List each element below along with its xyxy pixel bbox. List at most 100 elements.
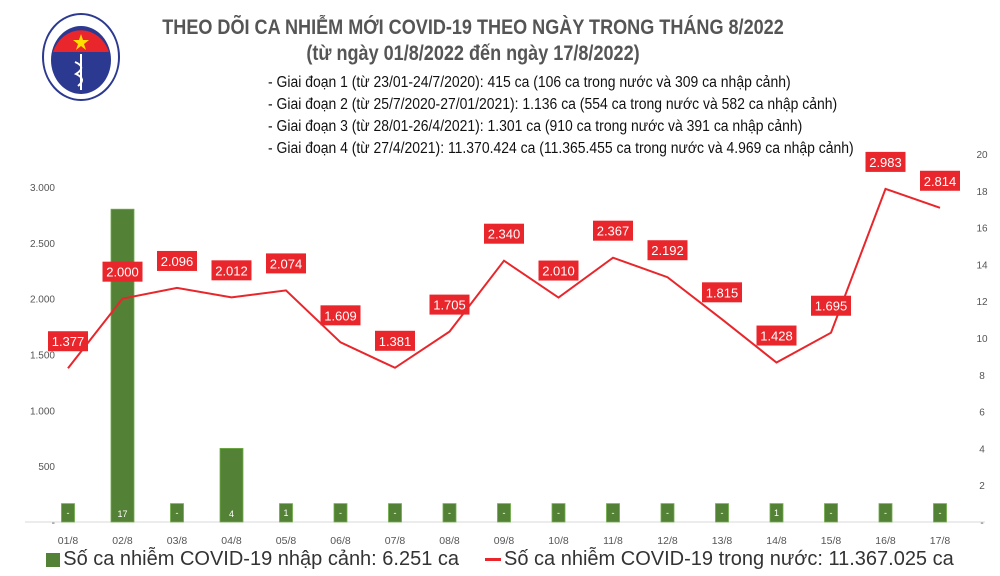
bar-label: - (721, 508, 724, 518)
x-tick-label: 02/8 (112, 535, 133, 547)
bar (333, 503, 348, 523)
data-label-box (102, 261, 143, 282)
x-tick-label: 14/8 (766, 535, 787, 547)
x-tick-label: 08/8 (439, 535, 460, 547)
y-left-tick-label: 500 (38, 462, 55, 473)
y-right-tick-label: 2 (979, 481, 985, 492)
bar-label: - (884, 508, 887, 518)
y-right-tick-label: 18 (976, 187, 988, 198)
data-label-box (429, 294, 470, 315)
data-label-box (920, 170, 960, 191)
x-tick-label: 06/8 (330, 535, 351, 547)
y-right-tick-label: 4 (979, 444, 985, 455)
legend-bar-label: Số ca nhiễm COVID-19 nhập cảnh: 6.251 ca (63, 548, 460, 570)
data-label: 2.367 (597, 224, 630, 239)
data-label-box (811, 295, 851, 316)
y-left-tick-label: 2.000 (30, 295, 55, 306)
bar (660, 503, 675, 523)
x-tick-label: 15/8 (821, 535, 842, 547)
data-label-box (48, 331, 88, 352)
legend-bar-swatch (46, 552, 61, 567)
y-right-tick-label: 12 (976, 297, 988, 308)
line-series (67, 187, 941, 369)
bar-label: - (830, 508, 833, 518)
bar (442, 503, 457, 523)
bar (388, 503, 402, 523)
note-3: - Giai đoạn 3 (từ 28/01-26/4/2021): 1.30… (268, 118, 803, 135)
data-label-box (484, 223, 524, 244)
bar-label: - (503, 508, 506, 518)
y-right-tick-label: - (980, 518, 983, 529)
bar (769, 503, 784, 523)
data-label: 2.010 (542, 264, 575, 279)
y-right-tick-label: 6 (979, 408, 985, 419)
legend-line-swatch (485, 558, 502, 561)
bar (61, 503, 75, 523)
x-tick-label: 11/8 (603, 535, 623, 547)
bar (110, 208, 135, 523)
bar-label: - (176, 508, 179, 518)
data-label: 2.340 (488, 227, 521, 242)
y-right-tick-label: 16 (976, 224, 988, 235)
y-right-tick-label: 10 (976, 334, 988, 345)
x-tick-label: 12/8 (657, 535, 678, 547)
data-label: 2.983 (869, 155, 902, 170)
data-label-box (647, 240, 688, 261)
x-tick-label: 17/8 (930, 535, 951, 547)
bar (878, 503, 893, 523)
data-label-box (320, 305, 361, 326)
y-left-tick-label: 3.000 (30, 183, 55, 194)
bar-label: 4 (229, 509, 234, 519)
data-label-box (593, 220, 633, 241)
y-right-tick-label: 8 (979, 371, 985, 382)
x-tick-label: 07/8 (385, 535, 406, 547)
bar-label: - (939, 508, 942, 518)
legend-line: Số ca nhiễm COVID-19 trong nước: 11.367.… (485, 548, 954, 571)
chart-subtitle: (từ ngày 01/8/2022 đến ngày 17/8/2022) (306, 42, 640, 65)
y-left-tick-label: 1.500 (30, 351, 55, 362)
y-right-tick-label: 20 (976, 150, 988, 161)
note-1: - Giai đoạn 1 (từ 23/01-24/7/2020): 415 … (268, 74, 791, 91)
x-tick-label: 09/8 (494, 535, 515, 547)
x-tick-label: 13/8 (712, 535, 733, 547)
data-label: 2.012 (215, 263, 248, 278)
bar (497, 503, 511, 523)
y-left-tick-label: 1.000 (30, 406, 55, 417)
x-tick-label: 03/8 (167, 535, 188, 547)
data-label-box (702, 282, 742, 303)
bar (551, 503, 566, 523)
legend: Số ca nhiễm COVID-19 nhập cảnh: 6.251 ca… (0, 548, 1000, 571)
bar-label: - (394, 508, 397, 518)
data-label: 2.096 (161, 254, 194, 269)
bar (715, 503, 729, 523)
data-label: 2.074 (270, 256, 303, 271)
ministry-logo (42, 13, 120, 101)
x-tick-label: 16/8 (875, 535, 896, 547)
bar-label: - (557, 508, 560, 518)
y-left-tick-label: - (52, 518, 55, 529)
data-label-box (538, 260, 579, 281)
note-2: - Giai đoạn 2 (từ 25/7/2020-27/01/2021):… (268, 96, 838, 113)
data-label: 2.814 (924, 174, 957, 189)
data-label: 1.705 (433, 298, 466, 313)
chart-title: THEO DÕI CA NHIỄM MỚI COVID-19 THEO NGÀY… (162, 16, 784, 39)
bar (824, 503, 838, 523)
data-label: 1.815 (706, 285, 739, 300)
bar-label: - (448, 508, 451, 518)
x-tick-label: 10/8 (548, 535, 569, 547)
x-tick-label: 05/8 (276, 535, 297, 547)
bar (219, 447, 244, 523)
bar (606, 503, 620, 523)
data-label-box (157, 250, 197, 271)
y-right-tick-label: 14 (976, 260, 988, 271)
data-label-box (865, 151, 906, 172)
y-left-tick-label: 2.500 (30, 239, 55, 250)
bar-label: - (666, 508, 669, 518)
bar-label: - (612, 508, 615, 518)
note-4: - Giai đoạn 4 (từ 27/4/2021): 11.370.424… (268, 140, 854, 157)
data-label: 1.609 (324, 308, 357, 323)
data-label-box (756, 325, 797, 346)
data-label: 1.381 (379, 334, 412, 349)
bar-label: 1 (283, 508, 288, 518)
